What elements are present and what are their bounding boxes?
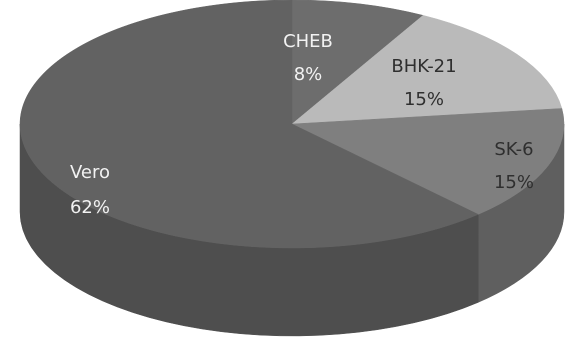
- slice-value-cheb: 8%: [294, 64, 323, 85]
- slice-bhk21: [291, 15, 563, 125]
- slice-value-bhk21: 15%: [404, 89, 444, 110]
- slice-label-cheb: CHEB: [283, 31, 333, 52]
- slice-value-sk6: 15%: [494, 172, 534, 193]
- slice-sk6: [291, 108, 565, 215]
- pie-tops: [19, 0, 565, 249]
- slice-value-vero: 62%: [70, 197, 110, 218]
- slice-vero: [19, 0, 479, 249]
- slice-cheb: [291, 0, 424, 125]
- slice-label-bhk21: BHK-21: [391, 56, 456, 77]
- slice-label-vero: Vero: [70, 162, 110, 183]
- slice-label-sk6: SK-6: [494, 139, 533, 160]
